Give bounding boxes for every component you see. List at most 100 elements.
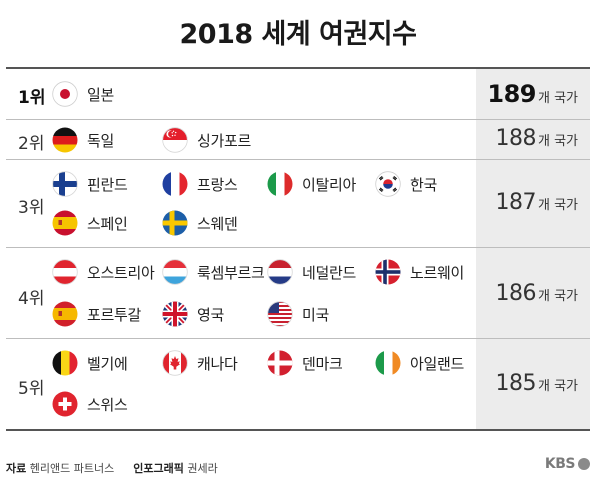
passport-count: 185 개 국가 (495, 371, 578, 396)
country-item: 아일랜드 (375, 349, 464, 377)
country-item: 노르웨이 (375, 258, 464, 286)
country-name: 스웨덴 (197, 214, 238, 233)
credits: 자료 헨리앤드 파트너스 인포그래픽 권세라 (6, 460, 218, 476)
logo-dot-icon (578, 458, 590, 470)
country-name: 캐나다 (197, 354, 238, 373)
country-item: 스웨덴 (162, 209, 238, 237)
table-row: 5위 벨기에 캐나다 덴마크 아일랜드 스위스 185 개 국가 (6, 339, 590, 429)
canada-flag-icon (162, 350, 188, 376)
table-top-rule (6, 67, 590, 69)
japan-flag-icon (52, 81, 78, 107)
spain-flag-icon (52, 210, 78, 236)
country-name: 룩셈부르크 (197, 263, 265, 282)
count-value: 186 (495, 281, 536, 306)
country-item: 독일 (52, 126, 114, 154)
table-row: 2위 독일 싱가포르 188 개 국가 (6, 120, 590, 160)
singapore-flag-icon (162, 127, 188, 153)
country-name: 오스트리아 (87, 263, 155, 282)
country-name: 아일랜드 (410, 354, 465, 373)
country-item: 일본 (52, 80, 114, 108)
country-name: 영국 (197, 305, 225, 324)
count-unit: 개 국가 (537, 91, 578, 106)
country-name: 덴마크 (302, 354, 343, 373)
uk-flag-icon (162, 301, 188, 327)
rank-label: 3위 (18, 198, 45, 218)
country-item: 벨기에 (52, 349, 128, 377)
country-item: 스페인 (52, 209, 128, 237)
table-row: 3위 핀란드 프랑스 이탈리아 한국 스페인 스웨덴 187 개 국가 (6, 160, 590, 248)
country-name: 포르투갈 (87, 305, 142, 324)
belgium-flag-icon (52, 350, 78, 376)
count-value: 188 (495, 126, 536, 151)
passport-count: 189 개 국가 (487, 80, 578, 108)
country-item: 덴마크 (267, 349, 343, 377)
country-item: 오스트리아 (52, 258, 155, 286)
country-item: 한국 (375, 170, 437, 198)
table-row: 4위 오스트리아 룩셈부르크 네덜란드 노르웨이 포르투갈 영국 미국 186 개… (6, 248, 590, 339)
graphic-value: 권세라 (187, 462, 218, 475)
graphic-label: 인포그래픽 (133, 462, 184, 475)
count-unit: 개 국가 (537, 198, 578, 213)
country-item: 영국 (162, 300, 224, 328)
rank-label: 5위 (18, 379, 45, 399)
country-name: 노르웨이 (410, 263, 465, 282)
rank-label: 2위 (18, 134, 45, 154)
luxembourg-flag-icon (162, 259, 188, 285)
count-unit: 개 국가 (537, 289, 578, 304)
ireland-flag-icon (375, 350, 401, 376)
count-value: 185 (495, 371, 536, 396)
count-value: 187 (495, 190, 536, 215)
country-name: 프랑스 (197, 175, 238, 194)
country-name: 한국 (410, 175, 438, 194)
country-item: 프랑스 (162, 170, 238, 198)
usa-flag-icon (267, 301, 293, 327)
table-bottom-rule (6, 429, 590, 431)
country-name: 스페인 (87, 214, 128, 233)
sweden-flag-icon (162, 210, 188, 236)
kbs-logo: KBS (545, 456, 590, 472)
country-item: 미국 (267, 300, 329, 328)
country-name: 싱가포르 (197, 131, 252, 150)
germany-flag-icon (52, 127, 78, 153)
country-item: 핀란드 (52, 170, 128, 198)
rank-label: 4위 (18, 289, 45, 309)
logo-text: KBS (544, 456, 576, 472)
country-name: 스위스 (87, 395, 128, 414)
country-name: 일본 (87, 85, 115, 104)
count-cell: 185 개 국가 (476, 339, 590, 429)
passport-count: 188 개 국가 (495, 126, 578, 151)
country-name: 벨기에 (87, 354, 128, 373)
count-cell: 187 개 국가 (476, 160, 590, 247)
country-item: 이탈리아 (267, 170, 356, 198)
page-title: 2018 세계 여권지수 (179, 19, 418, 50)
country-item: 싱가포르 (162, 126, 251, 154)
denmark-flag-icon (267, 350, 293, 376)
source-value: 헨리앤드 파트너스 (29, 462, 115, 475)
count-cell: 188 개 국가 (476, 120, 590, 159)
italy-flag-icon (267, 171, 293, 197)
country-name: 핀란드 (87, 175, 128, 194)
count-cell: 189 개 국가 (476, 69, 590, 119)
source-label: 자료 (6, 462, 27, 475)
austria-flag-icon (52, 259, 78, 285)
country-item: 포르투갈 (52, 300, 141, 328)
passport-count: 187 개 국가 (495, 190, 578, 215)
count-unit: 개 국가 (537, 379, 578, 394)
country-name: 미국 (302, 305, 330, 324)
country-name: 독일 (87, 131, 115, 150)
passport-count: 186 개 국가 (495, 281, 578, 306)
country-name: 네덜란드 (302, 263, 357, 282)
france-flag-icon (162, 171, 188, 197)
portugal-flag-icon (52, 301, 78, 327)
country-item: 캐나다 (162, 349, 238, 377)
finland-flag-icon (52, 171, 78, 197)
table-row: 1위 일본 189 개 국가 (6, 69, 590, 120)
korea-flag-icon (375, 171, 401, 197)
rank-label: 1위 (18, 88, 46, 108)
count-unit: 개 국가 (537, 134, 578, 149)
netherlands-flag-icon (267, 259, 293, 285)
count-value: 189 (487, 80, 536, 108)
country-item: 네덜란드 (267, 258, 356, 286)
switzerland-flag-icon (52, 391, 78, 417)
country-item: 스위스 (52, 390, 128, 418)
